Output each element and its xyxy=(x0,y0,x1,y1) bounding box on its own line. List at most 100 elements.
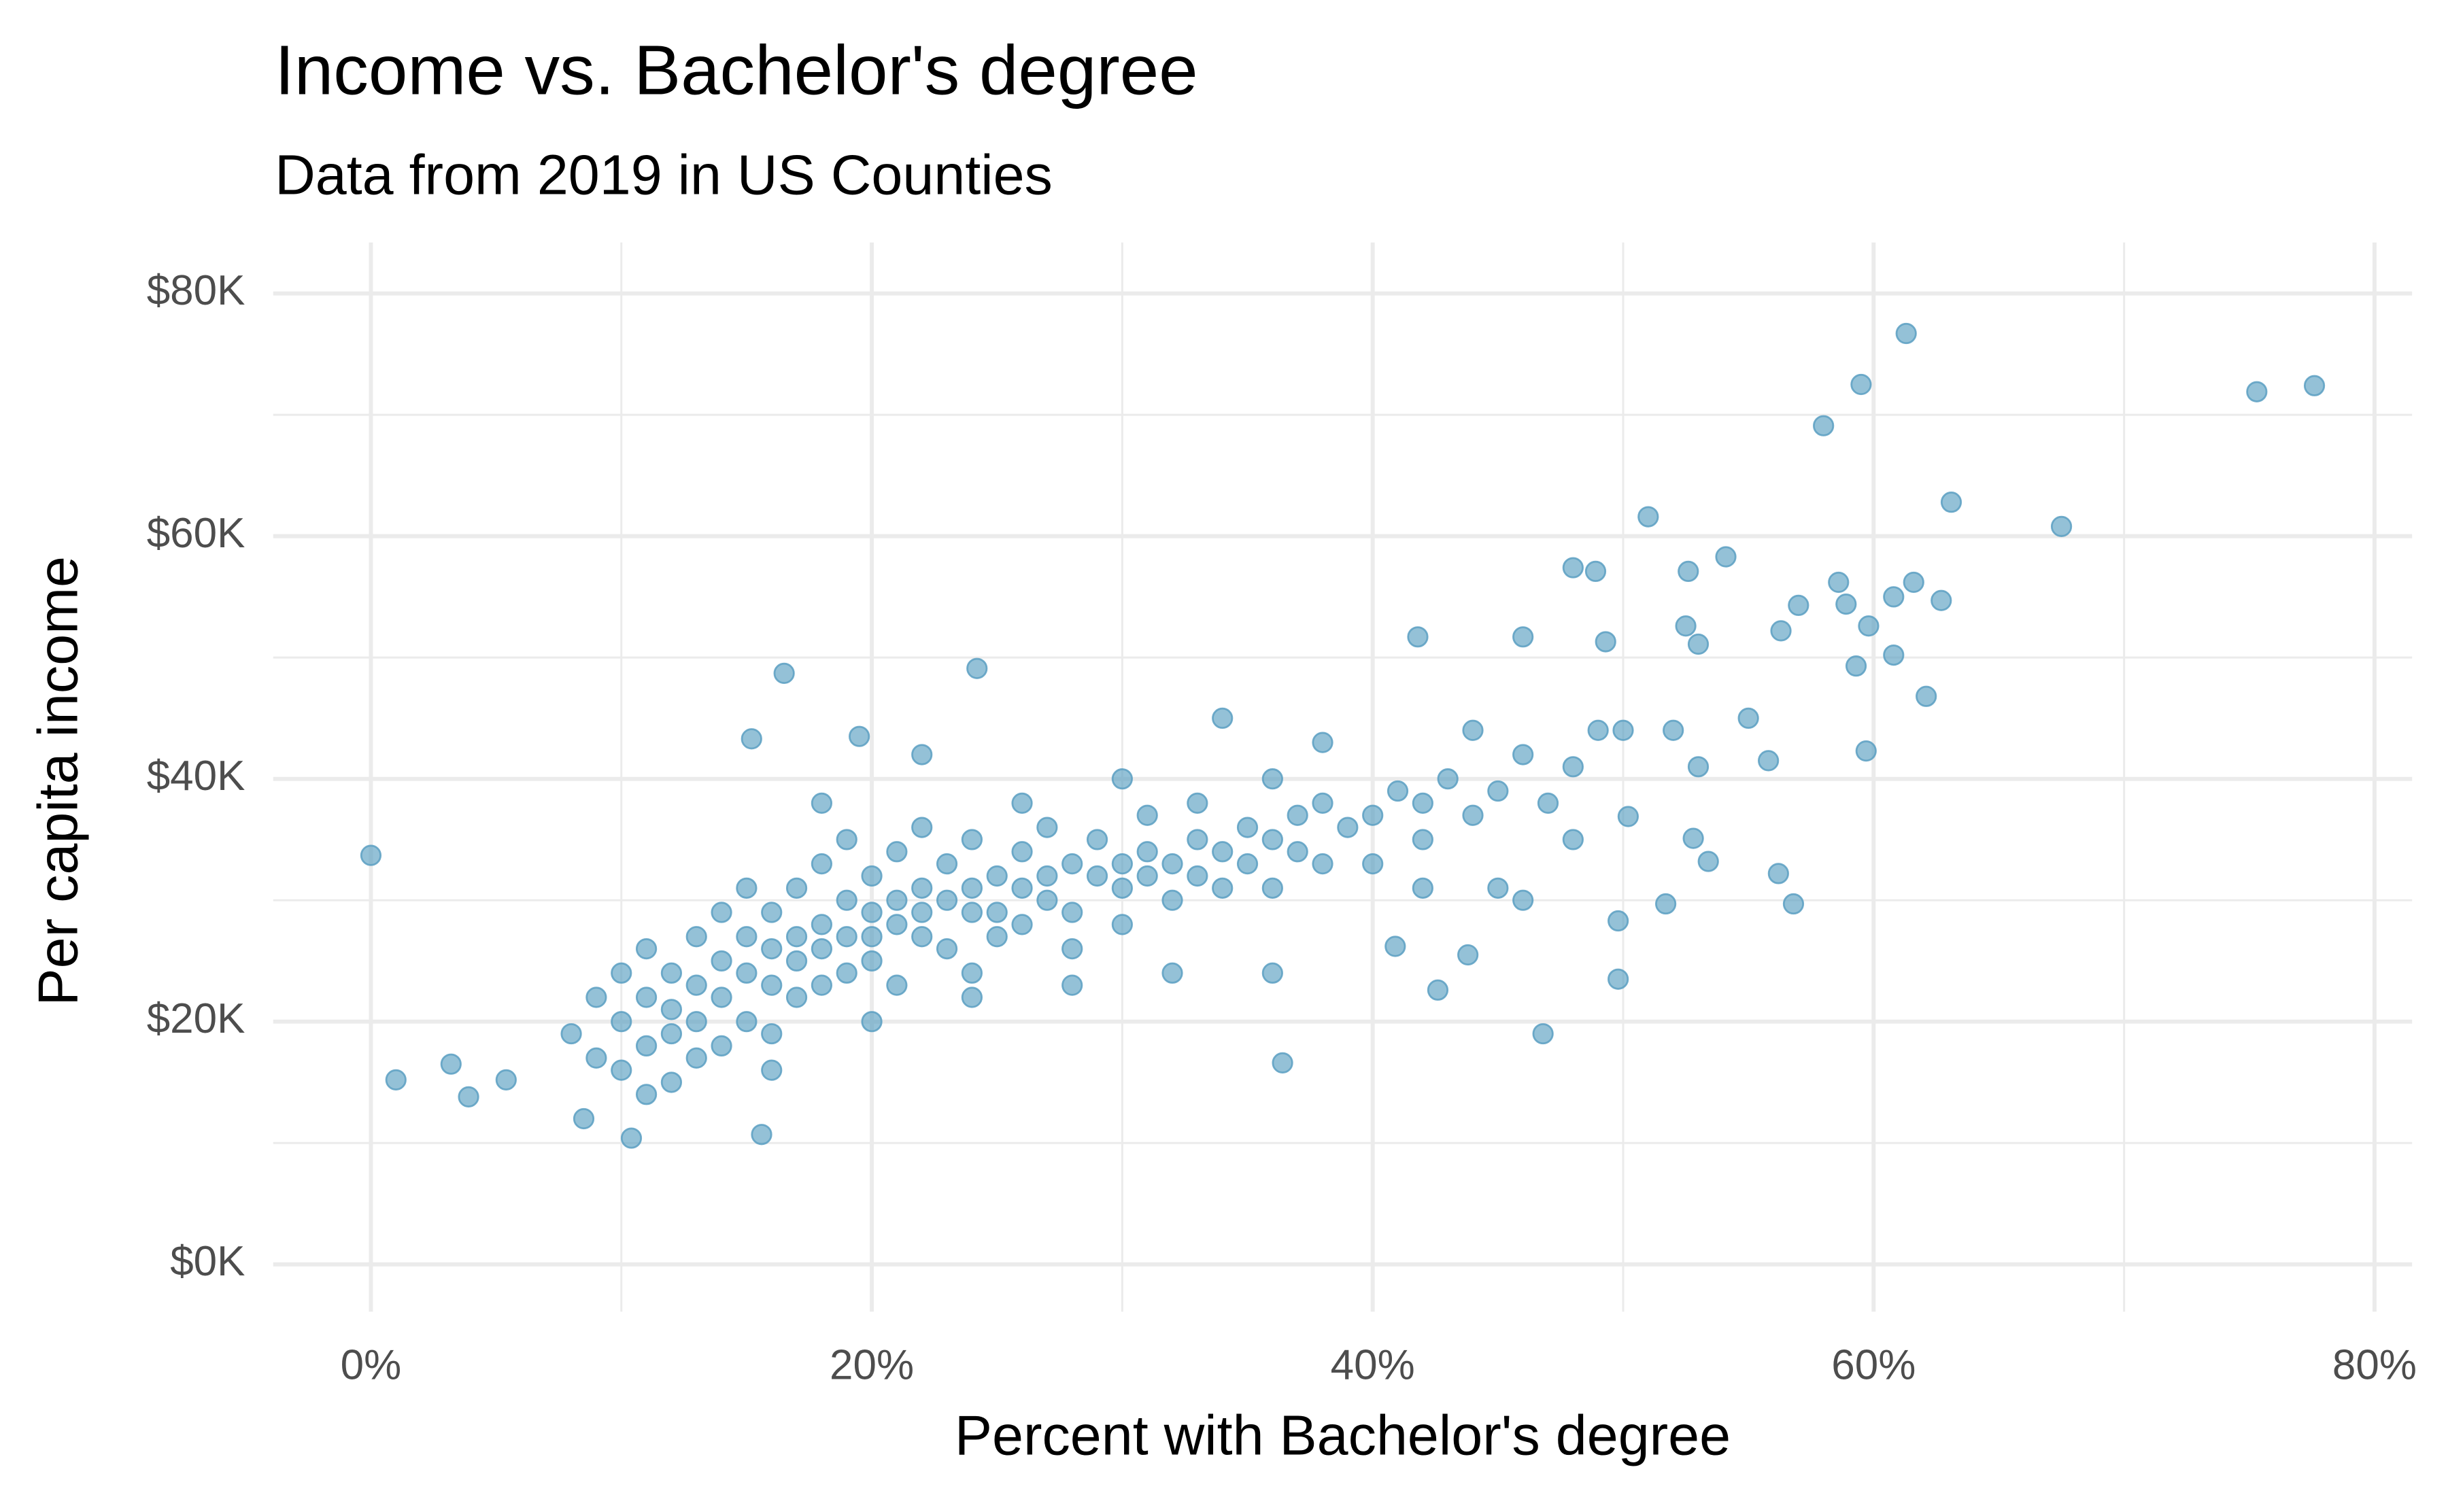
point xyxy=(1895,322,1917,345)
point xyxy=(2246,381,2268,402)
point xyxy=(1161,889,1183,911)
point xyxy=(1261,877,1283,899)
point xyxy=(811,938,833,960)
point xyxy=(736,877,758,899)
point xyxy=(811,974,833,996)
point xyxy=(1427,979,1449,1001)
point xyxy=(1850,373,1872,396)
point xyxy=(966,657,988,679)
point xyxy=(1036,865,1058,887)
point xyxy=(911,744,933,766)
point xyxy=(1011,841,1033,863)
y-tick-label: $20K xyxy=(147,995,245,1042)
point xyxy=(573,1107,595,1130)
point xyxy=(1758,750,1780,772)
x-tick-label: 20% xyxy=(830,1341,914,1388)
point xyxy=(1608,910,1629,932)
point xyxy=(585,1047,607,1069)
point xyxy=(773,662,795,684)
point xyxy=(986,901,1008,923)
point xyxy=(761,938,783,960)
point xyxy=(1236,853,1259,875)
point xyxy=(861,1011,883,1033)
point xyxy=(1687,756,1710,778)
point xyxy=(785,986,808,1008)
y-tick-label: $80K xyxy=(147,267,245,314)
point xyxy=(711,950,732,972)
point xyxy=(1187,792,1208,814)
point xyxy=(1916,685,1937,707)
point xyxy=(811,853,833,875)
point xyxy=(1678,560,1699,583)
point xyxy=(1412,829,1433,850)
point xyxy=(635,1035,658,1057)
point xyxy=(1412,877,1433,899)
point xyxy=(1835,594,1857,615)
point xyxy=(560,1023,582,1045)
point xyxy=(1136,804,1158,826)
point xyxy=(1903,571,1924,594)
point xyxy=(811,914,833,935)
point xyxy=(1011,877,1033,899)
point xyxy=(741,728,762,750)
point xyxy=(886,914,908,935)
point xyxy=(635,1084,658,1105)
point xyxy=(911,817,933,838)
point xyxy=(1111,877,1133,899)
point xyxy=(1187,865,1208,887)
point xyxy=(1061,974,1083,996)
point xyxy=(1532,1023,1554,1045)
point xyxy=(1136,865,1158,887)
point xyxy=(1362,853,1384,875)
point xyxy=(836,889,857,911)
point xyxy=(1675,615,1697,637)
point xyxy=(961,986,983,1008)
point xyxy=(1061,901,1083,923)
point xyxy=(886,974,908,996)
point xyxy=(1487,877,1509,899)
point xyxy=(961,829,983,850)
point xyxy=(1855,740,1877,762)
point xyxy=(1940,492,1962,513)
point xyxy=(1036,889,1058,911)
point xyxy=(711,986,732,1008)
point xyxy=(1407,626,1429,648)
y-tick-label: $40K xyxy=(147,753,245,800)
point xyxy=(711,1035,732,1057)
point xyxy=(1111,914,1133,935)
point xyxy=(1312,732,1333,753)
point xyxy=(611,1011,632,1033)
point xyxy=(585,986,607,1008)
x-axis-title: Percent with Bachelor's degree xyxy=(955,1403,1731,1466)
point xyxy=(1813,415,1835,436)
point xyxy=(836,962,857,984)
point xyxy=(1212,707,1234,729)
point xyxy=(1187,829,1208,850)
point xyxy=(1261,768,1283,790)
point xyxy=(1687,633,1710,655)
grid xyxy=(273,242,2413,1312)
point xyxy=(1161,962,1183,984)
point xyxy=(711,901,732,923)
point xyxy=(961,962,983,984)
point xyxy=(1086,829,1108,850)
point xyxy=(1261,962,1283,984)
point xyxy=(861,901,883,923)
point xyxy=(785,950,808,972)
point xyxy=(1462,804,1484,826)
point xyxy=(685,1047,707,1069)
x-tick-label: 40% xyxy=(1331,1341,1415,1388)
point xyxy=(1457,944,1479,966)
point xyxy=(1387,780,1409,802)
point xyxy=(1584,560,1607,583)
point xyxy=(1086,865,1108,887)
point xyxy=(1161,853,1183,875)
point xyxy=(1061,853,1083,875)
point xyxy=(1715,546,1737,568)
point xyxy=(1537,792,1559,814)
point xyxy=(1883,644,1905,666)
point xyxy=(1462,719,1484,741)
point xyxy=(961,877,983,899)
point xyxy=(1697,850,1719,872)
